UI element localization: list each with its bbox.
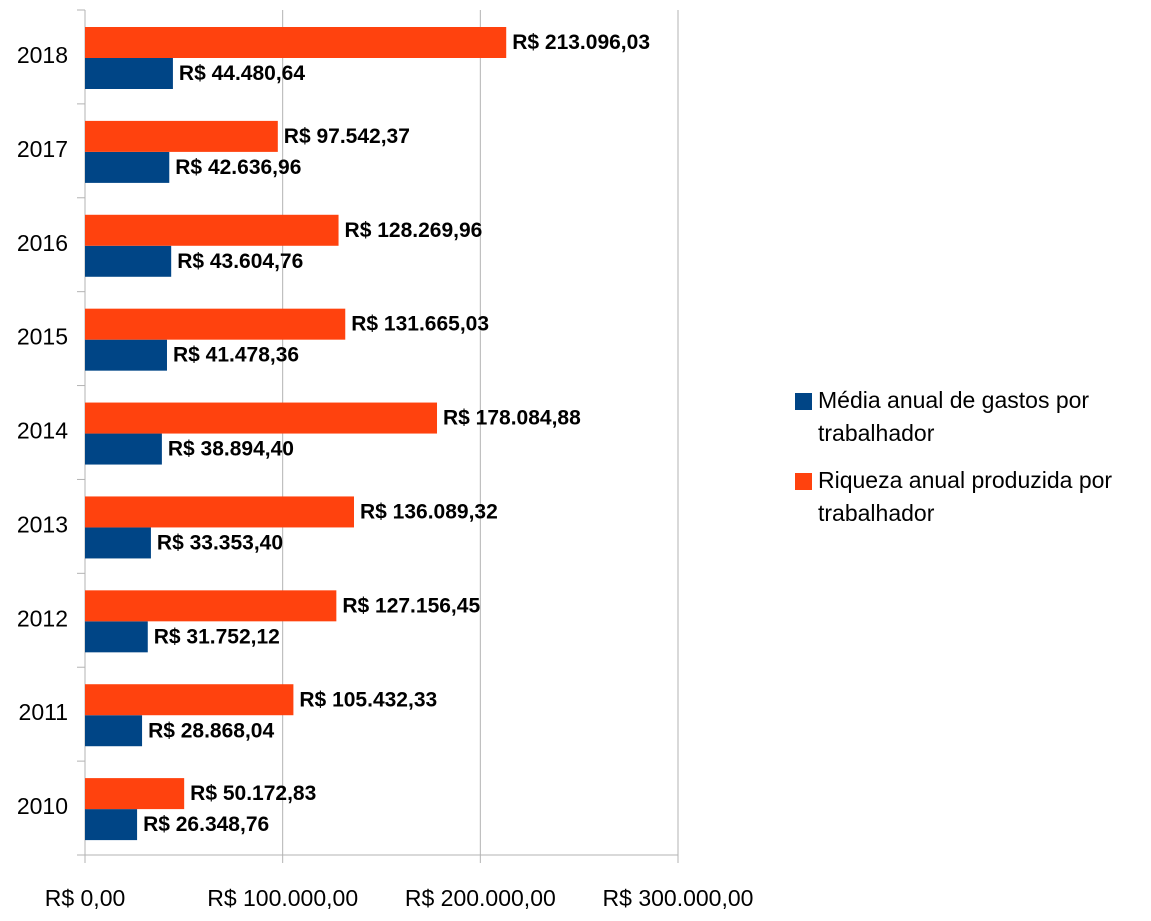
legend: Média anual de gastos por trabalhador Riq…	[795, 384, 1135, 544]
legend-swatch	[795, 473, 812, 490]
y-tick-label: 2014	[17, 418, 68, 444]
x-tick-label: R$ 300.000,00	[603, 885, 754, 911]
bar	[85, 339, 167, 371]
data-label: R$ 97.542,37	[284, 125, 410, 148]
y-tick-label: 2012	[17, 605, 68, 631]
data-label: R$ 41.478,36	[173, 344, 299, 367]
bar	[85, 496, 355, 528]
legend-item: Média anual de gastos por trabalhador	[795, 384, 1135, 450]
legend-item: Riqueza anual produzida por trabalhador	[795, 464, 1135, 530]
bar	[85, 151, 170, 183]
data-label: R$ 105.432,33	[299, 688, 437, 711]
data-label: R$ 43.604,76	[177, 250, 303, 273]
x-tick-label: R$ 0,00	[45, 885, 126, 911]
y-tick-label: 2015	[17, 324, 68, 350]
data-label: R$ 213.096,03	[512, 31, 650, 54]
y-tick-label: 2018	[17, 42, 68, 68]
legend-label: Riqueza anual produzida por trabalhador	[818, 467, 1113, 526]
data-label: R$ 26.348,76	[143, 813, 269, 836]
bar	[85, 27, 507, 58]
bar	[85, 684, 294, 716]
bar	[85, 245, 172, 277]
bar	[85, 308, 346, 340]
legend-swatch	[795, 393, 812, 410]
data-label: R$ 50.172,83	[190, 782, 316, 805]
x-tick-label: R$ 100.000,00	[207, 885, 358, 911]
y-tick-label: 2010	[17, 793, 68, 819]
x-tick-label: R$ 200.000,00	[405, 885, 556, 911]
data-label: R$ 127.156,45	[342, 594, 480, 617]
data-label: R$ 33.353,40	[157, 531, 283, 554]
data-label: R$ 131.665,03	[351, 313, 489, 336]
y-tick-label: 2016	[17, 230, 68, 256]
bar	[85, 809, 138, 841]
data-label: R$ 28.868,04	[148, 719, 274, 742]
bar	[85, 214, 339, 246]
bar	[85, 621, 148, 653]
data-label: R$ 128.269,96	[345, 219, 483, 242]
data-label: R$ 31.752,12	[154, 625, 280, 648]
data-label: R$ 42.636,96	[175, 156, 301, 179]
legend-label: Média anual de gastos por trabalhador	[818, 387, 1090, 446]
data-label: R$ 136.089,32	[360, 500, 498, 523]
bar	[85, 120, 278, 152]
data-label: R$ 44.480,64	[179, 62, 305, 85]
bar	[85, 433, 162, 465]
data-label: R$ 38.894,40	[168, 438, 294, 461]
y-tick-label: 2013	[17, 511, 68, 537]
bar	[85, 778, 185, 810]
bar	[85, 58, 173, 89]
bar	[85, 402, 438, 434]
y-tick-label: 2017	[17, 136, 68, 162]
bar	[85, 590, 337, 622]
y-tick-label: 2011	[19, 699, 68, 725]
data-label: R$ 178.084,88	[443, 407, 581, 430]
bar	[85, 527, 151, 559]
bar	[85, 715, 143, 747]
